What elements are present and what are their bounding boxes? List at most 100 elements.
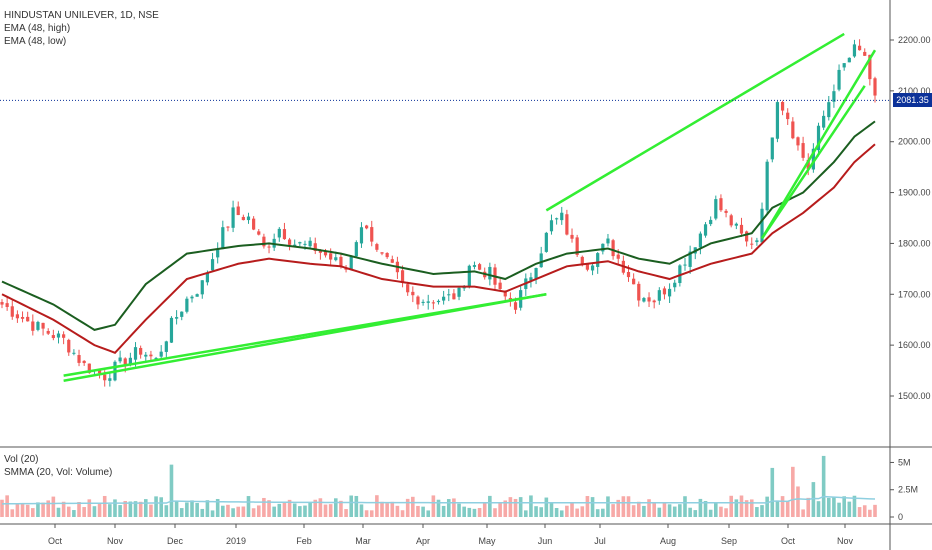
volume-bar [380, 501, 384, 517]
candle-body [606, 238, 610, 244]
volume-bar [549, 502, 554, 517]
volume-bar [308, 502, 312, 517]
candle-body [133, 347, 138, 360]
volume-bar [66, 506, 71, 517]
volume-bar [375, 495, 379, 517]
volume-bar [857, 507, 862, 517]
candle-body [128, 357, 132, 365]
volume-bar [518, 497, 523, 517]
volume-bar [385, 503, 389, 517]
volume-bar [539, 507, 544, 517]
x-tick-label: Jul [594, 536, 606, 546]
x-tick-label: Jun [538, 536, 553, 546]
candle-body [703, 224, 708, 236]
x-tick-label: Nov [837, 536, 854, 546]
volume-bar [446, 499, 451, 517]
candle-body [241, 216, 245, 221]
legend-title: HINDUSTAN UNILEVER, 1D, NSE [4, 10, 159, 21]
volume-bar [169, 464, 174, 517]
volume-bar [524, 510, 528, 517]
volume-bar [760, 505, 764, 517]
candle-body [596, 253, 600, 267]
candle-body [72, 352, 76, 354]
volume-bar [36, 502, 40, 517]
volume-bar [703, 500, 708, 517]
candle-body [739, 224, 744, 234]
volume-bar [72, 510, 76, 517]
x-tick-label: Mar [355, 536, 371, 546]
candle-body [647, 297, 651, 302]
y-tick-label: 1500.00 [898, 391, 931, 401]
volume-bar [318, 498, 323, 517]
candle-body [442, 296, 446, 301]
candle-body [400, 270, 405, 283]
volume-bar [426, 510, 431, 517]
candle-body [477, 264, 482, 270]
volume-bar [282, 502, 287, 517]
candle-body [41, 322, 45, 329]
volume-bar [159, 497, 163, 517]
volume-bar [575, 508, 579, 517]
candle-body [87, 363, 91, 373]
candle-body [616, 254, 620, 259]
volume-bar [852, 495, 857, 517]
volume-bar [174, 501, 179, 517]
candle-body [123, 358, 127, 366]
volume-bar [118, 505, 122, 517]
volume-bar [226, 504, 230, 517]
volume-bar [595, 509, 600, 517]
volume-bar [421, 506, 425, 517]
candle-body [719, 198, 723, 211]
volume-bar [698, 498, 703, 517]
candle-body [765, 161, 769, 211]
volume-bar [221, 505, 225, 517]
candle-body [154, 357, 158, 359]
volume-bar [775, 500, 780, 517]
y-tick-label: 2100.00 [898, 86, 931, 96]
candle-body [51, 335, 55, 339]
legend-smma: SMMA (20, Vol: Volume) [4, 467, 113, 478]
candle-body [555, 218, 559, 220]
volume-bar [585, 496, 590, 517]
candle-body [149, 354, 153, 357]
candle-body [144, 354, 148, 357]
candle-body [832, 91, 836, 102]
candle-body [637, 283, 641, 301]
candle-body [709, 219, 713, 225]
volume-bar [513, 498, 518, 517]
candle-body [467, 265, 471, 288]
volume-bar [200, 508, 205, 517]
candle-body [359, 227, 364, 244]
candle-body [231, 207, 235, 228]
volume-bar [642, 505, 646, 517]
candle-body [293, 244, 297, 247]
candle-body [375, 244, 379, 250]
volume-bar [749, 499, 754, 517]
candle-body [503, 291, 507, 297]
candle-body [406, 284, 410, 293]
volume-bar [724, 508, 728, 517]
volume-bar [123, 500, 128, 517]
candle-body [786, 112, 790, 120]
candle-body [565, 214, 569, 235]
volume-bar [477, 507, 482, 517]
candle-body [67, 339, 71, 353]
volume-bar [277, 503, 282, 517]
volume-bar [688, 507, 692, 517]
volume-bar [328, 504, 333, 517]
candle-body [570, 234, 574, 239]
candle-body [667, 288, 672, 297]
volume-bar [580, 506, 585, 517]
volume-bar [873, 504, 877, 517]
candle-body [365, 225, 369, 229]
volume-bar [82, 507, 86, 517]
candle-body [590, 265, 595, 271]
x-tick-label: May [478, 536, 496, 546]
volume-bar [868, 509, 872, 517]
candle-body [837, 69, 841, 90]
candle-body [190, 296, 194, 299]
volume-bar [739, 495, 744, 517]
volume-bar [210, 510, 215, 517]
candle-body [10, 306, 14, 317]
